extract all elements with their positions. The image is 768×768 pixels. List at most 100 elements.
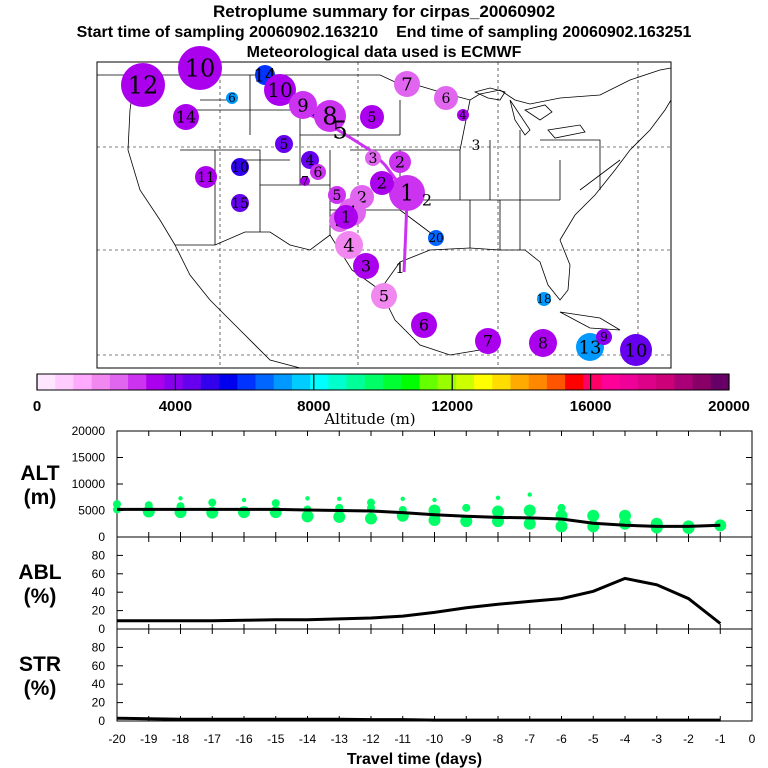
x-tick-label: -15 [267, 732, 285, 746]
panel-frame [116, 628, 753, 722]
altitude-mean-line [117, 507, 721, 528]
map-marker-label: 20 [428, 231, 443, 245]
colorbar-tick-label: 12000 [431, 398, 473, 415]
altitude-point [432, 497, 437, 503]
met-data-label: Meteorological data used is ECMWF [246, 44, 522, 61]
altitude-point [462, 503, 471, 512]
start-time-label: Start time of sampling 20060902.163210 [76, 24, 379, 41]
map-marker-circle [226, 92, 238, 104]
map-marker-label: 18 [536, 292, 551, 306]
colorbar-cell [219, 374, 238, 390]
altitude-point [271, 499, 280, 508]
colorbar-cell [128, 374, 147, 390]
x-tick-label: -19 [140, 732, 158, 746]
altitude-point [305, 496, 310, 501]
colorbar-tick-label: 4000 [159, 398, 192, 415]
colorbar-cell [37, 374, 56, 390]
y-tick-label: 60 [92, 567, 106, 581]
map-marker-label: 7 [301, 174, 309, 188]
map-marker-circle [537, 292, 551, 306]
map-marker-circle [428, 230, 444, 246]
colorbar-cell [565, 374, 584, 390]
colorbar-cell [510, 374, 530, 390]
x-tick-label: -12 [362, 732, 380, 746]
panel-alt: 20000 15000 10000 5000 0 ALT(m) [20, 424, 753, 544]
y-tick-label: 40 [92, 585, 106, 599]
y-tick-label: 60 [92, 659, 106, 673]
altitude-point [495, 495, 501, 500]
altitude-point [527, 492, 532, 497]
chart-title: Retroplume summary for cirpas_20060902 [212, 2, 556, 21]
panel-title: ABL [18, 561, 61, 584]
map-marker-circle [173, 104, 199, 130]
colorbar-cell [364, 374, 384, 390]
map-marker-label: 3 [472, 138, 481, 154]
x-tick-label: -9 [461, 732, 472, 746]
colorbar-cell [692, 374, 712, 390]
map-marker-circle [389, 151, 411, 173]
panel-abl: 80 60 40 20 0 ABL(%) [18, 536, 753, 636]
altitude-point [241, 497, 247, 503]
map-marker-circle [264, 74, 296, 106]
map-marker-label: 9 [297, 95, 308, 116]
map-marker-circle [596, 329, 612, 345]
map-marker-label: 5 [368, 110, 377, 126]
map-marker-label: 6 [442, 91, 451, 107]
colorbar-cell [674, 374, 694, 390]
str-line [116, 716, 721, 722]
map-marker-circle [231, 194, 249, 212]
x-tick-label: 0 [749, 732, 756, 746]
y-tick-label: 80 [92, 640, 106, 654]
altitude-point [492, 505, 504, 518]
colorbar-title: Altitude (m) [323, 410, 415, 428]
map-marker-label: 6 [419, 316, 429, 335]
altitude-point [523, 504, 536, 517]
x-tick-label: -5 [588, 732, 599, 746]
y-tick-label: 20 [92, 696, 106, 710]
map-marker-label: 11 [197, 170, 215, 186]
y-tick-label: 5000 [78, 504, 105, 518]
colorbar-cell [273, 374, 293, 390]
altitude-point [333, 510, 346, 523]
map-marker-label: 10 [267, 78, 292, 102]
y-tick-label: 0 [98, 622, 105, 636]
map-marker-circle [411, 312, 437, 338]
end-time-label: End time of sampling 20060902.163251 [396, 24, 692, 41]
map-marker-label: 1 [341, 208, 351, 227]
y-tick-label: 20 [92, 604, 106, 618]
map-marker-label: 14 [176, 108, 196, 127]
panel-unit: (m) [24, 486, 57, 509]
x-tick-label: -20 [108, 732, 126, 746]
y-tick-label: 40 [92, 677, 106, 691]
x-tick-label: -11 [395, 732, 412, 746]
altitude-point [337, 496, 342, 502]
x-tick-label: -6 [556, 732, 567, 746]
map-marker-circle [300, 176, 310, 186]
map-marker-label: 7 [401, 74, 412, 95]
map-marker-label: 10 [185, 54, 216, 82]
map-marker-label: 2 [357, 188, 367, 207]
colorbar-cell [55, 374, 74, 390]
x-tick-label: -2 [683, 732, 694, 746]
map-marker-circle [371, 283, 397, 309]
colorbar-cell [109, 374, 129, 390]
map-marker-label: 5 [379, 287, 389, 306]
map-marker-label: 5 [332, 116, 347, 144]
colorbar-cell [419, 374, 439, 390]
map-marker-label: 5 [333, 188, 342, 204]
map-marker-label: 1 [396, 261, 405, 277]
altitude-point [269, 506, 282, 519]
map-marker-circle [314, 100, 346, 132]
map-marker-circle [334, 205, 358, 229]
x-tick-label: -1 [715, 732, 726, 746]
colorbar-cell [291, 374, 311, 390]
colorbar-cell [200, 374, 220, 390]
map-marker-circle [195, 166, 217, 188]
x-tick-label: -13 [331, 732, 349, 746]
time-series-panels: 20000150001000050000ALT(m)806040200ABL(%… [18, 424, 755, 768]
y-tick-label: 80 [92, 548, 106, 562]
map-marker-label: 13 [579, 337, 602, 358]
y-tick-label: 20000 [72, 424, 106, 438]
